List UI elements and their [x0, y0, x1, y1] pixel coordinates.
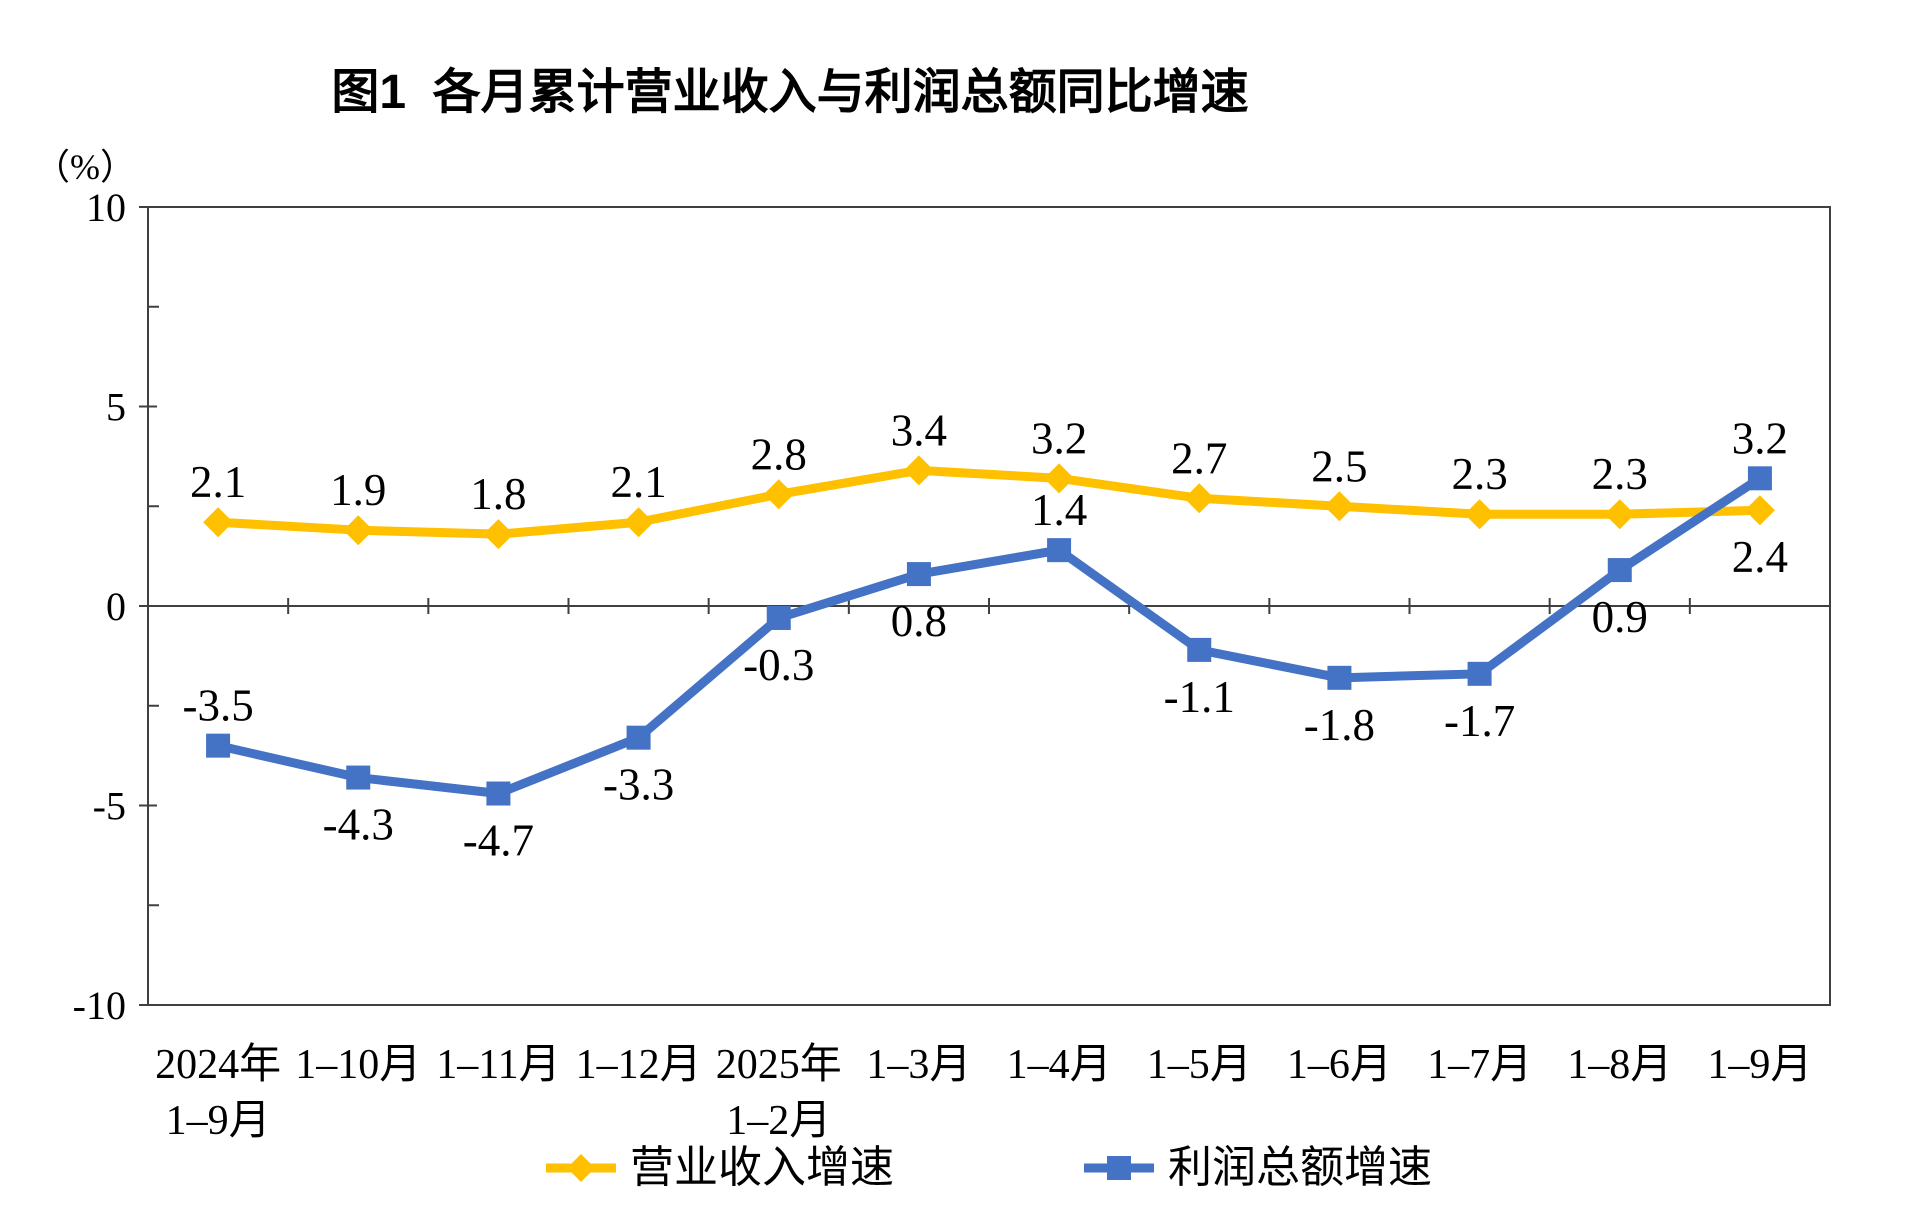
x-tick-label: 1–4月	[1007, 1042, 1112, 1088]
data-label: -1.7	[1444, 696, 1515, 746]
diamond-marker	[763, 479, 794, 510]
series-line	[217, 474, 1763, 799]
square-marker	[766, 605, 791, 630]
data-label: -1.8	[1304, 700, 1375, 750]
data-label: 2.3	[1451, 449, 1507, 499]
square-marker	[1187, 637, 1212, 662]
y-axis-tick-label: -10	[73, 983, 126, 1028]
y-axis-tick-label: 10	[86, 185, 126, 230]
diamond-marker	[1744, 495, 1775, 526]
data-label: -1.1	[1164, 672, 1235, 722]
data-label: 3.4	[891, 405, 947, 455]
diamond-marker	[903, 455, 934, 486]
data-label: 0.9	[1592, 592, 1648, 642]
profit-data-labels: -3.5 -4.3 -4.7 -3.3 -0.3 0.8 1.4 -1.1 -1.8 -1.7 0.…	[182, 413, 1788, 865]
x-tick-label: 1–7月	[1427, 1042, 1532, 1088]
square-marker	[486, 781, 511, 806]
square-marker	[1327, 665, 1352, 690]
profit-line-square-marker-icon	[1084, 1156, 1154, 1180]
x-tick-label: 2025年 1–2月	[716, 1041, 842, 1144]
series-profit	[206, 466, 1772, 806]
x-tick-label: 1–11月	[436, 1042, 560, 1088]
x-tick-label: 1–8月	[1567, 1042, 1672, 1088]
diamond-marker	[1464, 499, 1495, 530]
diamond-marker	[1604, 499, 1635, 530]
square-marker	[906, 562, 931, 587]
square-marker	[1467, 661, 1492, 686]
x-tick-label: 2024年 1–9月	[155, 1041, 281, 1144]
revenue-data-labels: 2.1 1.9 1.8 2.1 2.8 3.4 3.2 2.7 2.5 2.3 2.3 2.4	[190, 405, 1788, 582]
diamond-marker	[483, 519, 514, 550]
square-marker	[1747, 466, 1772, 491]
data-label: 1.9	[330, 465, 386, 515]
data-label: 1.8	[470, 469, 526, 519]
diamond-marker	[343, 515, 374, 546]
x-tick-label: 1–6月	[1287, 1042, 1392, 1088]
square-marker	[1047, 538, 1072, 563]
legend-label-revenue: 营业收入增速	[630, 1143, 894, 1192]
data-label: 1.4	[1031, 485, 1087, 535]
y-axis: 10 5 0 -5 -10	[73, 185, 159, 1028]
data-label: 3.2	[1031, 413, 1087, 463]
y-axis-unit-label: （%）	[34, 147, 136, 187]
data-label: -3.5	[182, 681, 253, 731]
series-revenue	[203, 455, 1775, 550]
x-tick-label: 1–12月	[576, 1042, 702, 1088]
data-label: 3.2	[1732, 413, 1788, 463]
chart-title: 图1 各月累计营业收入与利润总额同比增速	[331, 66, 1249, 119]
y-axis-tick-label: -5	[93, 784, 126, 829]
revenue-line-diamond-marker-icon	[546, 1154, 616, 1182]
legend-item-revenue: 营业收入增速	[546, 1146, 894, 1190]
y-axis-tick-label: 5	[106, 385, 126, 430]
data-label: 2.1	[190, 457, 246, 507]
x-tick-label: 1–3月	[866, 1042, 971, 1088]
diamond-marker	[1324, 491, 1355, 522]
data-label: 2.4	[1732, 532, 1788, 582]
data-label: -4.7	[463, 816, 534, 866]
diamond-marker	[1044, 463, 1075, 494]
data-label: -3.3	[603, 760, 674, 810]
diamond-marker	[1184, 483, 1215, 514]
y-axis-tick-label: 0	[106, 584, 126, 629]
data-label: -4.3	[323, 800, 394, 850]
chart-legend: 营业收入增速 利润总额增速	[148, 1146, 1830, 1190]
x-tick-label: 1–5月	[1147, 1042, 1252, 1088]
data-label: -0.3	[743, 640, 814, 690]
x-tick-label: 1–9月	[1707, 1042, 1812, 1088]
data-label: 2.1	[610, 457, 666, 507]
square-marker	[346, 765, 371, 790]
x-axis-labels: 2024年 1–9月 1–10月 1–11月 1–12月 2025年 1–2月 1–3月 1–4…	[155, 1041, 1812, 1144]
diamond-marker	[623, 507, 654, 538]
data-label: 2.5	[1311, 441, 1367, 491]
data-label: 2.3	[1592, 449, 1648, 499]
diamond-marker	[203, 507, 234, 538]
data-label: 0.8	[891, 596, 947, 646]
data-label: 2.8	[751, 429, 807, 479]
x-tick-label: 1–10月	[295, 1042, 421, 1088]
square-marker	[626, 725, 651, 750]
series-line	[217, 465, 1761, 539]
square-marker	[206, 733, 231, 758]
data-label: 2.7	[1171, 433, 1227, 483]
legend-item-profit: 利润总额增速	[1084, 1146, 1432, 1190]
square-marker	[1607, 558, 1632, 583]
legend-label-profit: 利润总额增速	[1168, 1143, 1432, 1192]
